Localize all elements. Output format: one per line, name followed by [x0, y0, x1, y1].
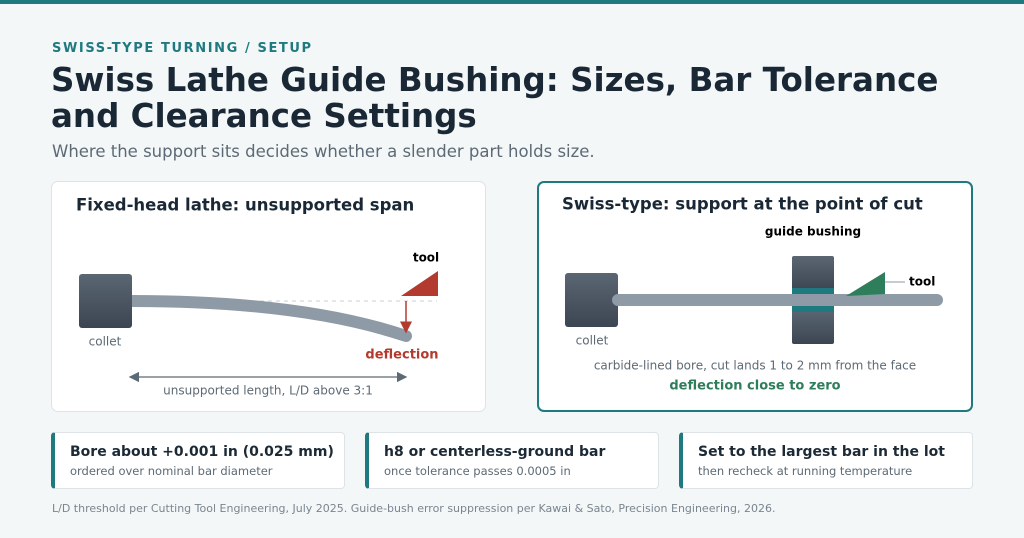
tip-card: h8 or centerless-ground bar once toleran… — [365, 432, 659, 489]
guide-bushing-top — [792, 256, 834, 290]
tool-label: tool — [909, 275, 935, 289]
card-title: h8 or centerless-ground bar — [384, 444, 606, 460]
card-title: Bore about +0.001 in (0.025 mm) — [70, 444, 334, 460]
card-detail: ordered over nominal bar diameter — [70, 464, 273, 478]
fixed-head-diagram: Fixed-head lathe: unsupported span tool … — [76, 196, 439, 398]
tool-label: tool — [413, 251, 439, 265]
bar — [126, 295, 412, 342]
subtitle: Where the support sits decides whether a… — [52, 142, 595, 161]
tip-card: Set to the largest bar in the lot then r… — [679, 432, 973, 489]
card-detail: once tolerance passes 0.0005 in — [384, 464, 571, 478]
footnote: L/D threshold per Cutting Tool Engineeri… — [52, 502, 776, 515]
span-label: unsupported length, L/D above 3:1 — [163, 384, 373, 398]
note: carbide-lined bore, cut lands 1 to 2 mm … — [594, 359, 916, 373]
collet-label: collet — [576, 334, 609, 348]
collet — [79, 274, 132, 328]
guide-label: guide bushing — [765, 225, 861, 239]
collet — [565, 273, 618, 327]
panel-title: Swiss-type: support at the point of cut — [562, 195, 923, 214]
swiss-panel: Swiss-type: support at the point of cut … — [537, 181, 973, 412]
title-line: and Clearance Settings — [51, 97, 477, 135]
tool — [846, 272, 885, 296]
result: deflection close to zero — [669, 379, 840, 394]
swiss-diagram: Swiss-type: support at the point of cut … — [562, 195, 943, 394]
deflection-label: deflection — [365, 348, 438, 363]
fixed-head-panel: Fixed-head lathe: unsupported span tool … — [51, 181, 486, 412]
top-bar — [0, 0, 1024, 4]
title-line: Swiss Lathe Guide Bushing: Sizes, Bar To… — [51, 61, 939, 99]
card-detail: then recheck at running temperature — [698, 464, 913, 478]
tool — [401, 271, 438, 296]
collet-label: collet — [89, 335, 122, 349]
panel-title: Fixed-head lathe: unsupported span — [76, 196, 414, 215]
title: Swiss Lathe Guide Bushing: Sizes, Bar To… — [51, 62, 938, 134]
guide-bushing-bottom — [792, 310, 834, 344]
card-title: Set to the largest bar in the lot — [698, 444, 945, 460]
tip-card: Bore about +0.001 in (0.025 mm) ordered … — [51, 432, 345, 489]
eyebrow: SWISS-TYPE TURNING / SETUP — [52, 41, 313, 56]
